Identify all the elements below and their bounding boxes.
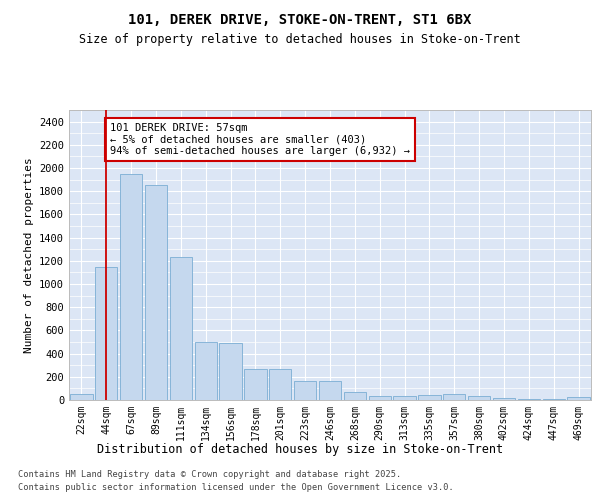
Bar [220, 343, 242, 400]
Text: 101 DEREK DRIVE: 57sqm
← 5% of detached houses are smaller (403)
94% of semi-det: 101 DEREK DRIVE: 57sqm ← 5% of detached … [110, 123, 410, 156]
Bar [418, 395, 440, 400]
Bar [70, 394, 92, 400]
Bar [244, 370, 266, 400]
Bar [568, 396, 590, 400]
Bar [145, 186, 167, 400]
Bar [95, 266, 118, 400]
Bar [344, 392, 366, 400]
Bar [493, 398, 515, 400]
Text: 101, DEREK DRIVE, STOKE-ON-TRENT, ST1 6BX: 101, DEREK DRIVE, STOKE-ON-TRENT, ST1 6B… [128, 12, 472, 26]
Bar [170, 258, 192, 400]
Bar [294, 382, 316, 400]
Text: Distribution of detached houses by size in Stoke-on-Trent: Distribution of detached houses by size … [97, 442, 503, 456]
Bar [319, 382, 341, 400]
Text: Contains public sector information licensed under the Open Government Licence v3: Contains public sector information licen… [18, 482, 454, 492]
Bar [394, 396, 416, 400]
Bar [368, 396, 391, 400]
Bar [468, 396, 490, 400]
Bar [120, 174, 142, 400]
Bar [269, 370, 292, 400]
Bar [194, 342, 217, 400]
Text: Size of property relative to detached houses in Stoke-on-Trent: Size of property relative to detached ho… [79, 32, 521, 46]
Text: Contains HM Land Registry data © Crown copyright and database right 2025.: Contains HM Land Registry data © Crown c… [18, 470, 401, 479]
Y-axis label: Number of detached properties: Number of detached properties [23, 157, 34, 353]
Bar [443, 394, 466, 400]
